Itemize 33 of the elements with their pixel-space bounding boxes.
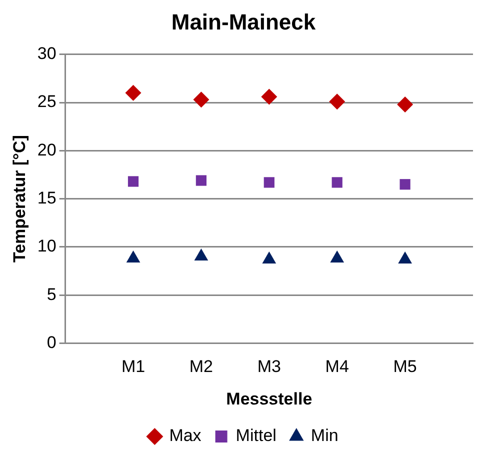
point xyxy=(397,96,414,112)
y-tick-label: 20 xyxy=(37,140,56,160)
chart-title: Main-Maineck xyxy=(171,9,316,34)
legend-label: Mittel xyxy=(236,426,276,446)
point xyxy=(329,94,346,110)
legend-label: Min xyxy=(310,426,338,446)
y-tick-label: 15 xyxy=(37,188,56,208)
y-tick-label: 10 xyxy=(37,236,56,256)
y-tick-label: 25 xyxy=(37,92,56,112)
point xyxy=(262,251,276,264)
point xyxy=(332,177,342,188)
x-tick-label: M4 xyxy=(325,357,349,376)
point xyxy=(261,88,278,105)
point xyxy=(194,248,208,261)
point xyxy=(193,92,210,108)
x-tick-label: M2 xyxy=(189,357,214,376)
point xyxy=(264,177,274,188)
y-tick-label: 5 xyxy=(46,284,56,304)
y-axis-title: Temperatur [°C] xyxy=(10,135,29,262)
x-tick-label: M1 xyxy=(121,357,146,376)
point xyxy=(398,251,412,264)
y-tick-label: 30 xyxy=(37,44,56,64)
y-tick-label: 0 xyxy=(46,332,56,352)
point xyxy=(330,250,344,262)
legend-label: Max xyxy=(169,426,202,446)
point xyxy=(196,175,207,186)
point xyxy=(126,250,140,262)
point xyxy=(125,84,142,101)
point xyxy=(400,179,410,190)
point xyxy=(128,176,139,187)
x-axis-title: Messstelle xyxy=(226,389,312,408)
x-tick-label: M5 xyxy=(393,357,417,376)
x-tick-label: M3 xyxy=(257,357,281,376)
